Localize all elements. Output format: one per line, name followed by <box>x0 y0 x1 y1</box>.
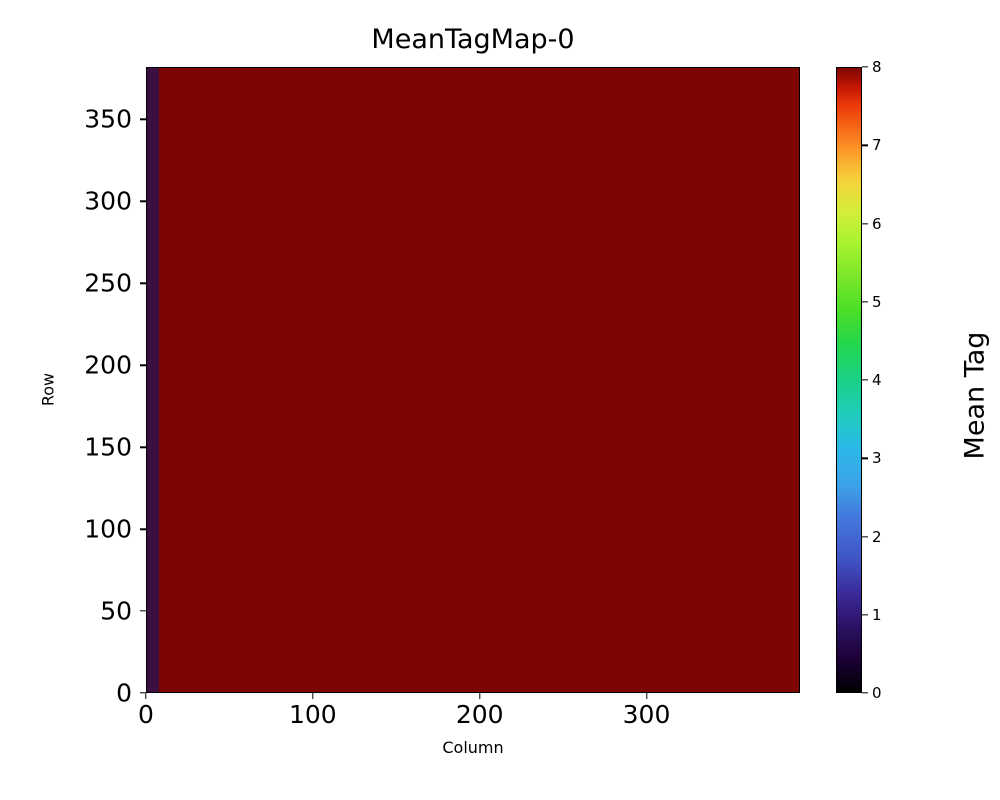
heatmap-band-1 <box>158 68 799 692</box>
colorbar-tick-label: 0 <box>872 684 882 702</box>
y-tick-label: 50 <box>100 596 132 626</box>
x-tick-label: 200 <box>455 700 504 729</box>
y-tick-label: 350 <box>84 104 132 134</box>
colorbar-tick-mark <box>862 535 868 538</box>
y-tick-label: 200 <box>84 350 132 380</box>
colorbar-tick-label: 2 <box>872 527 882 546</box>
colorbar-tick-label: 4 <box>872 371 882 389</box>
colorbar-tick-mark <box>862 457 868 459</box>
colorbar-tick-mark <box>862 222 868 225</box>
colorbar-tick-mark <box>862 692 868 694</box>
x-tick-label: 100 <box>288 700 337 729</box>
colorbar-tick-label: 1 <box>872 605 882 624</box>
colorbar-tick-label: 8 <box>872 58 882 76</box>
page-title: MeanTagMap-0 <box>371 24 575 55</box>
colorbar-tick-mark <box>862 379 868 381</box>
heatmap-axes[interactable] <box>146 67 800 693</box>
heatmap-band-0 <box>147 68 159 692</box>
y-axis-ticklabels: 0 50 100 150 200 250 300 350 <box>0 67 132 708</box>
x-tick-label: 0 <box>138 700 154 729</box>
y-tick-label: 250 <box>84 268 132 298</box>
y-axis-label: Row <box>38 372 58 407</box>
y-tick-mark <box>140 446 146 448</box>
y-tick-mark <box>140 282 146 285</box>
colorbar-tick-label: 5 <box>872 292 882 311</box>
heatmap-image <box>147 68 799 692</box>
y-tick-mark <box>140 610 146 612</box>
colorbar-tick-label: 7 <box>872 136 882 155</box>
y-tick-mark <box>140 692 146 694</box>
colorbar-tick-mark <box>862 301 868 303</box>
y-tick-mark <box>140 528 146 530</box>
colorbar-tick-mark <box>862 144 868 146</box>
colorbar-label: Mean Tag <box>959 331 991 460</box>
colorbar[interactable] <box>836 67 862 693</box>
colorbar-tick-mark <box>862 66 868 68</box>
x-tick-mark <box>478 693 481 699</box>
y-tick-label: 300 <box>84 186 132 216</box>
x-axis-label: Column <box>442 738 504 757</box>
y-tick-mark <box>140 118 146 121</box>
y-tick-mark <box>140 200 146 203</box>
y-tick-label: 150 <box>84 432 132 462</box>
y-tick-label: 100 <box>84 514 132 544</box>
x-tick-mark <box>645 693 648 699</box>
y-tick-mark <box>140 364 146 366</box>
colorbar-tick-label: 3 <box>872 449 882 468</box>
y-tick-label: 0 <box>116 678 132 708</box>
colorbar-gradient <box>837 68 861 692</box>
x-tick-label: 300 <box>622 700 671 729</box>
colorbar-tick-label: 6 <box>872 214 882 233</box>
colorbar-tick-mark <box>862 614 868 616</box>
x-tick-mark <box>145 693 147 699</box>
x-tick-mark <box>312 693 314 699</box>
